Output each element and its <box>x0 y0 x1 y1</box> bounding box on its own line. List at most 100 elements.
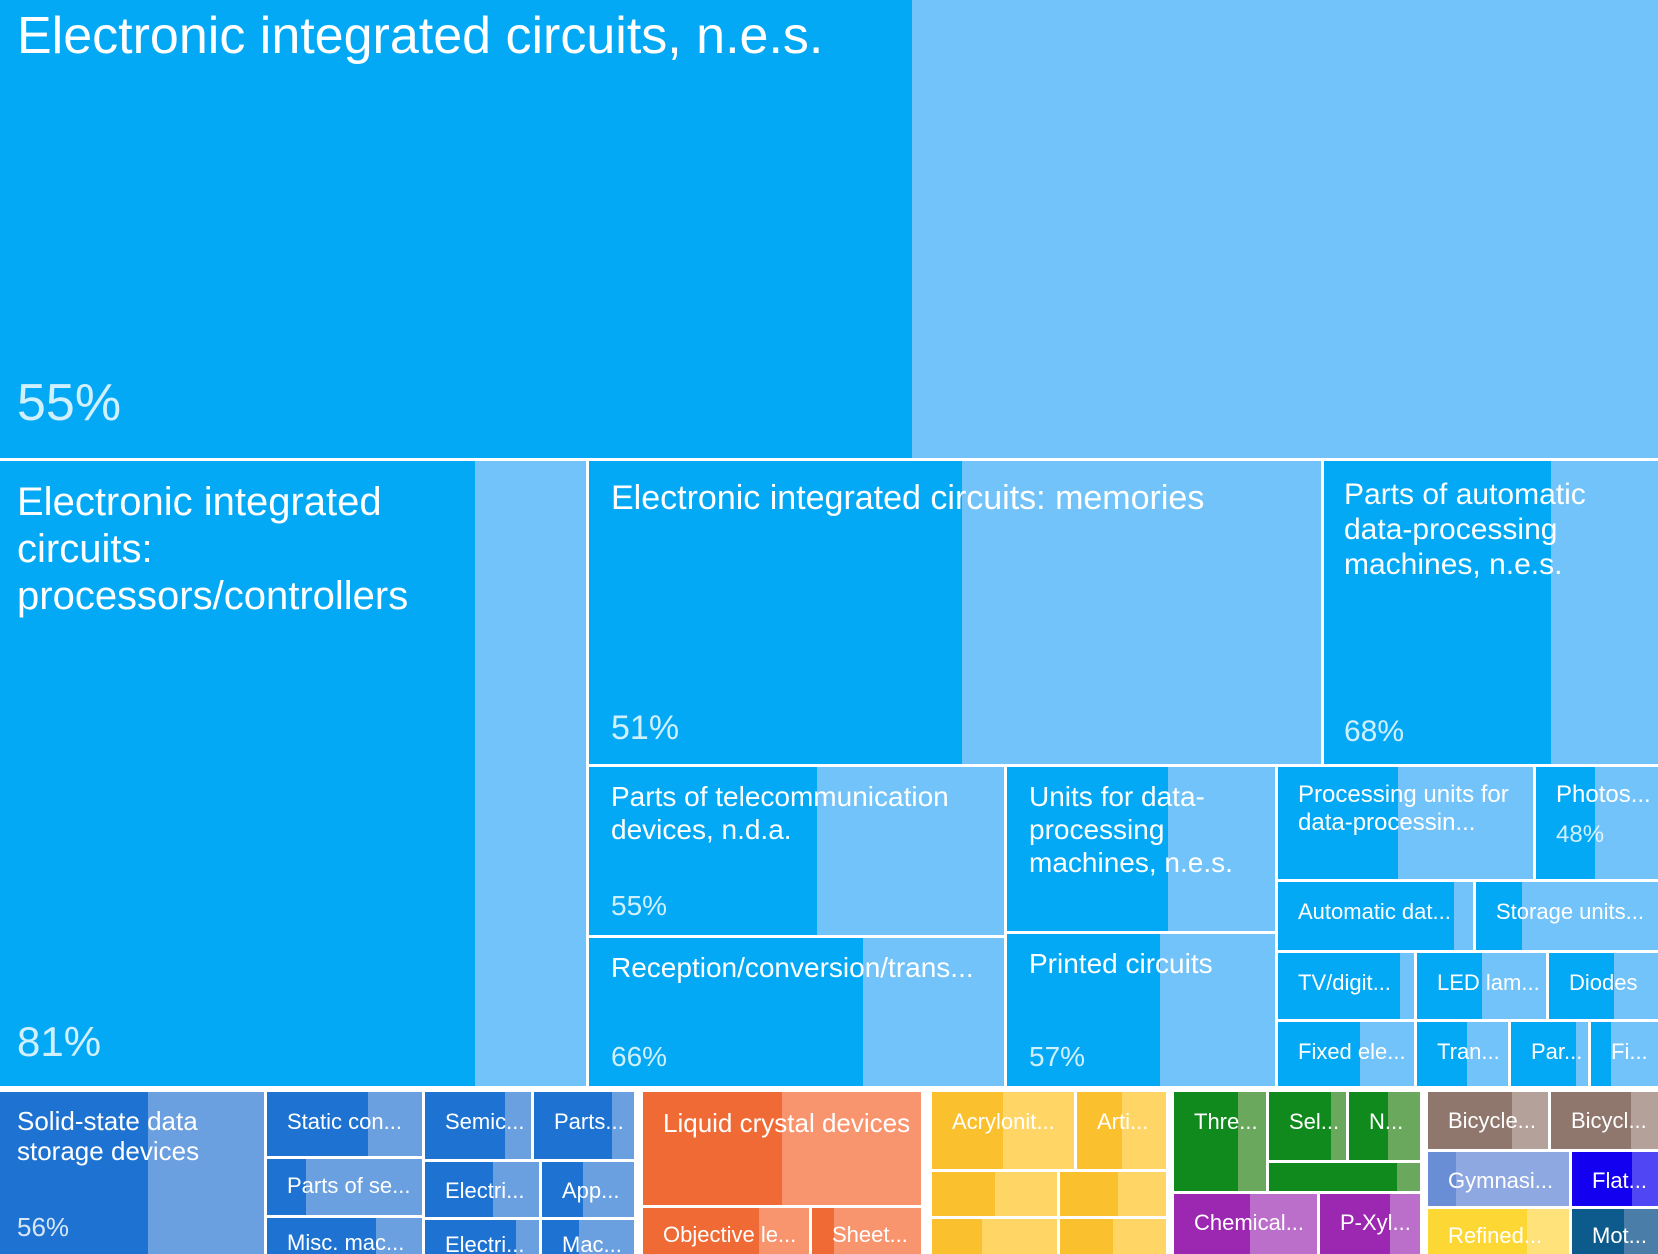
tile-share-fill <box>589 461 963 764</box>
tile-label: Parts... <box>554 1109 624 1134</box>
tile-share-fill <box>1077 1092 1122 1169</box>
tile-share-fill <box>643 1208 760 1254</box>
tile-share-label: 68% <box>1344 715 1405 748</box>
tile-label: Misc. mac... <box>287 1230 405 1254</box>
treemap-tile[interactable]: Units for data-processing machines, n.e.… <box>1007 767 1275 931</box>
tile-share-fill <box>1572 1152 1633 1206</box>
tile-share-fill <box>1511 1022 1577 1086</box>
tile-share-fill <box>589 938 863 1086</box>
treemap-tile[interactable]: Mac... <box>542 1220 634 1254</box>
tile-share-fill <box>1320 1194 1390 1254</box>
treemap-tile[interactable] <box>1269 1163 1420 1191</box>
tile-share-fill <box>1278 953 1401 1019</box>
treemap-tile[interactable]: Reception/conversion/trans... 66% <box>589 938 1004 1086</box>
tile-share-fill <box>1428 1092 1512 1149</box>
treemap-tile[interactable]: Sel... <box>1269 1092 1346 1160</box>
treemap-tile[interactable]: Diodes <box>1549 953 1658 1019</box>
tile-share-label: 56% <box>17 1212 70 1242</box>
tile-share-fill <box>425 1092 505 1159</box>
treemap-tile[interactable]: N... <box>1349 1092 1420 1160</box>
tile-share-fill <box>542 1220 579 1254</box>
tile-share-label: 66% <box>611 1041 668 1072</box>
treemap-tile[interactable]: Bicycl... <box>1551 1092 1658 1149</box>
treemap-tile[interactable]: Parts of se... <box>267 1159 422 1215</box>
tile-share-fill <box>0 0 912 458</box>
treemap-tile[interactable]: Arti... <box>1077 1092 1166 1169</box>
treemap-tile[interactable]: Sheet... <box>812 1208 921 1254</box>
treemap-tile[interactable]: Bicycle... <box>1428 1092 1548 1149</box>
treemap-tile[interactable]: Tran... <box>1417 1022 1508 1086</box>
tile-label: Chemical... <box>1194 1210 1305 1235</box>
tile-label: Parts of automatic data-processing machi… <box>1344 478 1586 582</box>
tile-label: Gymnasi... <box>1448 1168 1554 1193</box>
tile-share-fill <box>1417 1022 1468 1086</box>
tile-share-fill <box>1007 767 1168 931</box>
treemap-tile[interactable]: Electronic integrated circuits, n.e.s. 55… <box>0 0 1658 458</box>
treemap-tile[interactable]: Fi... <box>1591 1022 1658 1086</box>
tile-label: Reception/conversion/trans... <box>611 952 974 983</box>
tile-share-fill <box>542 1162 584 1217</box>
treemap-tile[interactable]: Chemical... <box>1174 1194 1317 1254</box>
tile-share-fill <box>425 1220 517 1254</box>
treemap-tile[interactable]: Semic... <box>425 1092 531 1159</box>
treemap-tile[interactable] <box>1060 1172 1166 1216</box>
tile-share-fill <box>1591 1022 1612 1086</box>
tile-share-fill <box>1549 953 1615 1019</box>
tile-label: Static con... <box>287 1109 402 1134</box>
treemap-tile[interactable]: Acrylonit... <box>932 1092 1074 1169</box>
tile-label: Processing units for data-processin... <box>1298 781 1509 837</box>
treemap-tile[interactable]: Automatic dat... <box>1278 882 1473 950</box>
treemap-tile[interactable]: Parts of automatic data-processing machi… <box>1324 461 1658 764</box>
treemap-tile[interactable] <box>932 1172 1057 1216</box>
treemap-tile[interactable]: App... <box>542 1162 634 1217</box>
tile-share-label: 55% <box>17 374 122 432</box>
tile-label: Electronic integrated circuits: processo… <box>17 480 409 618</box>
treemap-tile[interactable]: Mot... <box>1572 1209 1658 1254</box>
treemap-tile[interactable]: Refined... <box>1428 1209 1569 1254</box>
tile-share-label: 57% <box>1029 1041 1086 1072</box>
treemap-tile[interactable]: Electri... <box>425 1162 539 1217</box>
treemap-tile[interactable]: Electronic integrated circuits: memories… <box>589 461 1321 764</box>
treemap-tile[interactable]: Parts of telecommunication devices, n.d.… <box>589 767 1004 935</box>
tile-label: Par... <box>1531 1039 1583 1064</box>
treemap-tile[interactable]: Photos... 48% <box>1536 767 1658 879</box>
treemap-tile[interactable]: TV/digit... <box>1278 953 1414 1019</box>
tile-share-fill <box>267 1159 306 1215</box>
tile-share-fill <box>932 1219 982 1254</box>
treemap-tile[interactable]: Parts... <box>534 1092 634 1159</box>
tile-label: Liquid crystal devices <box>663 1108 911 1138</box>
tile-label: Parts of se... <box>287 1173 411 1198</box>
treemap-tile[interactable] <box>1060 1219 1166 1254</box>
tile-label: Refined... <box>1448 1223 1543 1248</box>
treemap-tile[interactable]: Storage units... <box>1476 882 1658 950</box>
treemap-tile[interactable]: Processing units for data-processin... <box>1278 767 1533 879</box>
tile-share-fill <box>812 1208 834 1254</box>
tile-label: P-Xyl... <box>1340 1210 1411 1235</box>
treemap-tile[interactable]: Static con... <box>267 1092 422 1156</box>
treemap-tile[interactable]: Printed circuits 57% <box>1007 934 1275 1086</box>
treemap-tile[interactable]: Electronic integrated circuits: processo… <box>0 461 586 1086</box>
treemap-tile[interactable]: Fixed ele... <box>1278 1022 1414 1086</box>
tile-share-label: 48% <box>1556 821 1605 849</box>
treemap-tile[interactable]: LED lam... <box>1417 953 1546 1019</box>
tile-share-fill <box>1269 1092 1331 1160</box>
treemap-tile[interactable]: Solid-state data storage devices 56% <box>0 1092 264 1254</box>
tile-share-fill <box>1349 1092 1389 1160</box>
tile-share-fill <box>932 1172 995 1216</box>
treemap-tile[interactable]: Par... <box>1511 1022 1588 1086</box>
tile-label: Bicycle... <box>1448 1108 1537 1133</box>
tile-label: Objective le... <box>663 1222 797 1247</box>
treemap-tile[interactable]: Misc. mac... <box>267 1218 422 1254</box>
treemap-tile[interactable] <box>932 1219 1057 1254</box>
treemap-tile[interactable]: Thre... <box>1174 1092 1266 1191</box>
treemap-tile[interactable]: P-Xyl... <box>1320 1194 1420 1254</box>
treemap-tile[interactable]: Objective le... <box>643 1208 809 1254</box>
treemap-tile[interactable]: Gymnasi... <box>1428 1152 1569 1206</box>
tile-share-fill <box>589 767 818 935</box>
treemap-tile[interactable]: Flat... <box>1572 1152 1658 1206</box>
treemap-tile[interactable]: Liquid crystal devices <box>643 1092 921 1205</box>
tile-share-fill <box>0 461 475 1086</box>
treemap-tile[interactable]: Electri... <box>425 1220 539 1254</box>
tile-share-fill <box>1060 1172 1119 1216</box>
